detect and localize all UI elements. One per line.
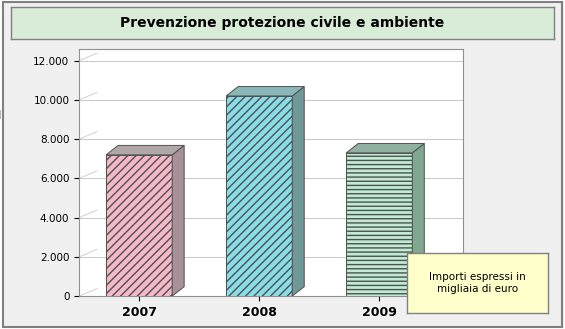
Polygon shape [226, 87, 304, 96]
Polygon shape [346, 143, 424, 153]
Polygon shape [106, 145, 184, 155]
Text: Importi espressi in
migliaia di euro: Importi espressi in migliaia di euro [429, 272, 526, 294]
Polygon shape [172, 145, 184, 296]
Polygon shape [412, 143, 424, 296]
Text: Prevenzione protezione civile e ambiente: Prevenzione protezione civile e ambiente [120, 16, 445, 30]
Bar [346, 153, 412, 296]
Bar [106, 155, 172, 296]
Polygon shape [292, 87, 304, 296]
Text: M: M [0, 110, 1, 122]
Bar [226, 96, 292, 296]
